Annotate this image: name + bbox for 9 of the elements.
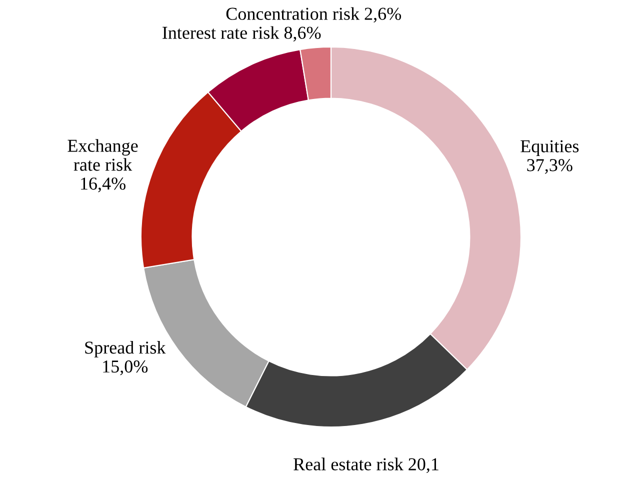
slice-label: Real estate risk 20,1 [294, 458, 438, 473]
data-label: 37,3% [527, 159, 572, 174]
data-label: 15,0% [103, 360, 148, 376]
slice-label: Exchange rate risk [68, 139, 138, 171]
slice-label: Equities [520, 140, 579, 156]
data-label: 16,4% [81, 178, 126, 192]
slice-label: Interest rate risk 8,6% [162, 26, 321, 42]
slice-label: Concentration risk 2,6% [226, 7, 402, 23]
slice-label: Spread risk [85, 341, 166, 358]
